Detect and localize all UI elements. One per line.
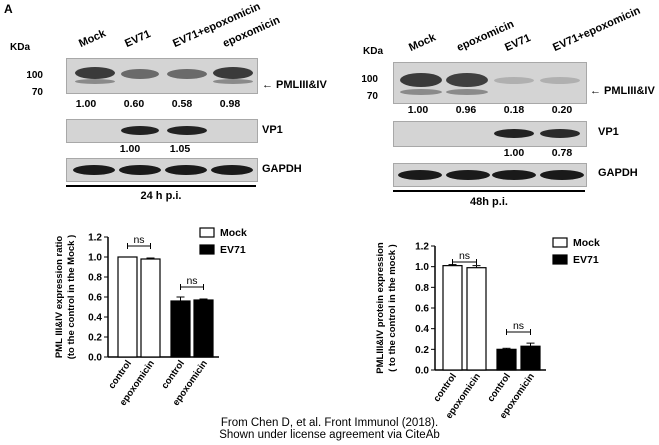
credit-line-1: From Chen D, et al. Front Immunol (2018)… <box>220 417 439 429</box>
credit-line-2: Shown under license agreement via CiteAb <box>219 429 440 441</box>
left-bar-chart: 0.0 0.2 0.4 0.6 0.8 1.0 1.2 PML III&IV expressi… <box>54 227 247 408</box>
significance-label: ns <box>459 250 470 262</box>
y-tick-label: 0.6 <box>88 293 102 304</box>
pml-label: ← PMLIII&IV <box>262 79 327 91</box>
pml-label: ← PMLIII&IV <box>590 85 655 97</box>
pml-blot-image <box>393 62 587 104</box>
gapdh-label: GAPDH <box>598 167 638 179</box>
legend-label: EV71 <box>220 244 246 256</box>
y-tick-label: 0.0 <box>88 353 102 364</box>
gapdh-blot-image <box>66 158 258 182</box>
timepoint-bracket <box>393 190 585 192</box>
bar <box>193 299 214 358</box>
y-tick-label: 0.8 <box>88 273 102 284</box>
y-axis-label: ( to the control in the mock ) <box>387 244 398 372</box>
vp1-blot-image <box>66 119 258 143</box>
vp1-quant: 1.00 <box>503 147 525 159</box>
pml-quant: 0.20 <box>551 104 573 116</box>
significance-label: ns <box>513 320 524 332</box>
marker-100: 100 <box>361 74 378 85</box>
bar <box>466 267 487 371</box>
y-tick-label: 0.8 <box>415 283 429 294</box>
kda-label: KDa <box>10 42 31 53</box>
pml-quant: 0.96 <box>455 104 477 116</box>
panel-label: A <box>4 2 13 16</box>
y-tick-label: 0.4 <box>88 313 102 324</box>
gapdh-blot-image <box>393 163 587 187</box>
timepoint-label: 24 h p.i. <box>140 190 182 202</box>
y-tick-label: 1.2 <box>88 233 102 244</box>
y-tick-label: 1.2 <box>415 242 429 253</box>
y-tick-label: 1.0 <box>88 253 102 264</box>
significance-label: ns <box>133 234 144 246</box>
right-bar-chart: 0.0 0.2 0.4 0.6 0.8 1.0 1.2 PMLIII&IV protein e… <box>375 237 600 421</box>
legend-swatch <box>552 254 568 265</box>
timepoint-bracket <box>66 185 256 187</box>
legend-label: Mock <box>220 227 247 239</box>
y-tick-label: 0.2 <box>88 333 102 344</box>
bar <box>170 300 191 358</box>
pml-blot-image <box>66 58 258 94</box>
y-tick-label: 0.2 <box>415 345 429 356</box>
legend-swatch <box>199 227 215 238</box>
bar <box>117 256 138 358</box>
timepoint-label: 48h p.i. <box>470 196 508 208</box>
bar <box>140 258 161 358</box>
vp1-label: VP1 <box>262 124 283 136</box>
vp1-blot-image <box>393 121 587 147</box>
y-tick-label: 0.6 <box>415 304 429 315</box>
pml-quant: 0.98 <box>219 98 241 110</box>
marker-70: 70 <box>31 87 43 98</box>
y-axis-label: PML III&IV expression ratio <box>54 236 65 359</box>
bar <box>442 265 463 371</box>
y-axis-label: PMLIII&IV protein expression <box>375 242 386 374</box>
bar <box>520 345 541 371</box>
pml-quant: 0.58 <box>171 98 193 110</box>
gapdh-label: GAPDH <box>262 163 302 175</box>
legend-label: Mock <box>573 237 600 249</box>
pml-quant: 1.00 <box>75 98 97 110</box>
marker-100: 100 <box>26 70 43 81</box>
legend-label: EV71 <box>573 254 599 266</box>
pml-quant: 0.60 <box>123 98 145 110</box>
y-axis-label: (to the control in the Mock ) <box>66 235 77 360</box>
vp1-label: VP1 <box>598 126 619 138</box>
vp1-quant: 1.05 <box>169 143 191 155</box>
bar <box>496 348 517 371</box>
legend-swatch <box>552 237 568 248</box>
marker-70: 70 <box>366 91 378 102</box>
significance-label: ns <box>186 275 197 287</box>
legend-swatch <box>199 244 215 255</box>
pml-quant: 1.00 <box>407 104 429 116</box>
vp1-quant: 0.78 <box>551 147 573 159</box>
pml-quant: 0.18 <box>503 104 525 116</box>
vp1-quant: 1.00 <box>119 143 141 155</box>
y-tick-label: 0.0 <box>415 366 429 377</box>
y-tick-label: 0.4 <box>415 324 429 335</box>
kda-label: KDa <box>363 46 384 57</box>
y-tick-label: 1.0 <box>415 262 429 273</box>
